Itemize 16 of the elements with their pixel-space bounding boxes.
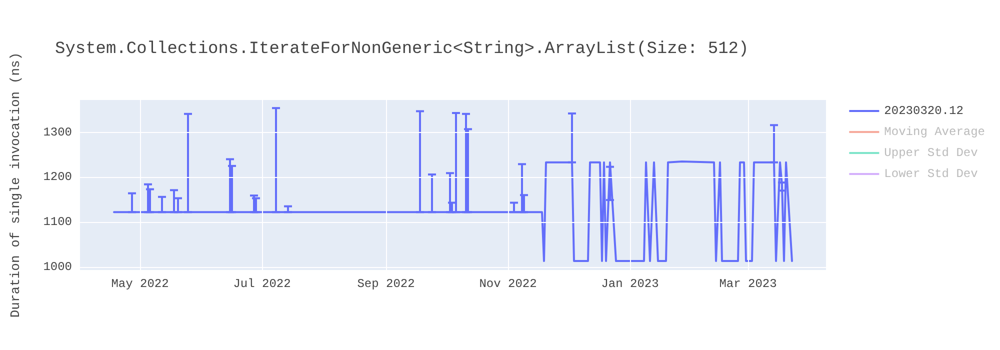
legend-label: Moving Average (884, 125, 986, 139)
x-tick-label: Jan 2023 (601, 277, 659, 291)
y-tick-label: 1300 (43, 125, 72, 140)
y-tick-label: 1200 (43, 170, 72, 184)
legend-label: Lower Std Dev (884, 167, 978, 181)
chart-title: System.Collections.IterateForNonGeneric<String>.ArrayList(Size: 512) (55, 40, 749, 59)
x-tick-label: Mar 2023 (719, 277, 777, 291)
y-tick-label: 1000 (43, 260, 72, 274)
x-tick-label: Nov 2022 (479, 277, 537, 291)
legend-label: Upper Std Dev (884, 146, 978, 160)
legend-label: 20230320.12 (884, 104, 964, 118)
x-tick-label: Jul 2022 (233, 277, 291, 291)
x-tick-label: Sep 2022 (357, 277, 415, 291)
x-tick-label: May 2022 (111, 277, 169, 291)
y-tick-label: 1100 (43, 215, 72, 230)
y-axis-title: Duration of single invocation (ns) (8, 52, 23, 318)
